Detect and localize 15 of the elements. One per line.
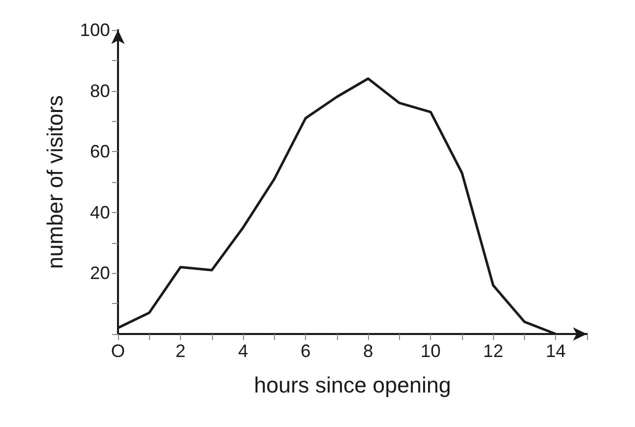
x-tick-label: 14 bbox=[546, 341, 566, 361]
x-tick-label: 2 bbox=[176, 341, 186, 361]
x-tick-label: 6 bbox=[300, 341, 311, 361]
x-tick-label: 10 bbox=[420, 341, 441, 361]
x-tick-label: 12 bbox=[483, 341, 504, 361]
y-tick-label: 40 bbox=[90, 202, 110, 222]
y-tick-label: 20 bbox=[90, 263, 110, 284]
y-tick-label: 100 bbox=[80, 20, 110, 40]
x-tick-label: 4 bbox=[238, 341, 248, 361]
y-axis-title: number of visitors bbox=[42, 95, 68, 269]
y-tick-label: 60 bbox=[90, 142, 110, 162]
x-tick-label: 8 bbox=[363, 341, 374, 361]
y-tick-label: 80 bbox=[90, 80, 110, 101]
x-axis-title: hours since opening bbox=[254, 372, 451, 398]
x-tick-label: O bbox=[110, 341, 126, 361]
